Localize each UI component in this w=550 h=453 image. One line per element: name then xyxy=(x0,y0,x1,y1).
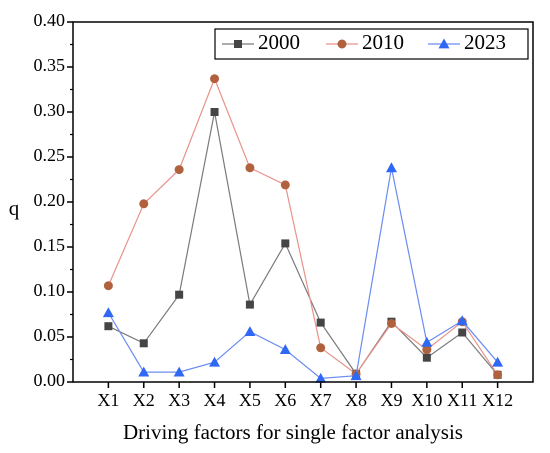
series-2023 xyxy=(102,162,504,383)
data-point-2000 xyxy=(104,322,113,331)
data-point-2000 xyxy=(210,108,219,116)
data-point-2023 xyxy=(244,326,256,336)
legend: 2000 2010 2023 xyxy=(214,28,529,60)
data-point-2000 xyxy=(316,318,325,327)
y-tick-label: 0.35 xyxy=(34,55,66,75)
y-tick-label: 0.10 xyxy=(34,280,66,300)
legend-marker-2010 xyxy=(337,39,347,49)
data-point-2000 xyxy=(245,300,254,309)
y-axis: 0.00 0.05 0.10 0.15 0.20 0.25 0.30 0.35 0.40 xyxy=(34,10,73,390)
data-point-2023 xyxy=(421,336,433,347)
x-tick-label: X8 xyxy=(345,390,367,410)
x-tick-label: X9 xyxy=(380,390,402,410)
data-point-2000 xyxy=(175,290,184,299)
data-point-2010 xyxy=(210,74,220,84)
y-tick-label: 0.20 xyxy=(34,190,66,210)
x-tick-label: X11 xyxy=(447,390,477,410)
data-point-2023 xyxy=(492,356,504,367)
x-tick-label: X1 xyxy=(97,390,119,410)
y-tick-label: 0.30 xyxy=(34,100,66,120)
data-point-2010 xyxy=(103,281,113,291)
data-point-2000 xyxy=(458,328,467,337)
data-point-2000 xyxy=(281,239,290,248)
data-point-2010 xyxy=(493,370,503,380)
data-point-2010 xyxy=(316,343,326,353)
data-point-2010 xyxy=(245,163,255,173)
x-tick-label: X5 xyxy=(239,390,261,410)
legend-box xyxy=(214,28,529,60)
y-tick-label: 0.40 xyxy=(34,10,66,30)
series-lines xyxy=(102,74,504,383)
data-point-2023 xyxy=(279,344,291,354)
plot-frame xyxy=(72,21,534,383)
legend-marker-2023 xyxy=(438,38,450,49)
legend-label-2010: 2010 xyxy=(362,30,404,54)
x-tick-label: X2 xyxy=(133,390,155,410)
data-point-2023 xyxy=(315,372,327,383)
x-tick-label: X7 xyxy=(310,390,332,410)
legend-label-2023: 2023 xyxy=(464,30,506,54)
data-point-2023 xyxy=(209,356,221,367)
y-tick-label: 0.15 xyxy=(34,235,66,255)
data-point-2010 xyxy=(280,180,290,190)
data-point-2023 xyxy=(102,307,114,318)
data-point-2023 xyxy=(456,315,468,326)
data-point-2010 xyxy=(422,345,432,355)
x-tick-label: X4 xyxy=(204,390,226,410)
data-point-2023 xyxy=(138,366,150,377)
y-axis-label: q xyxy=(9,196,20,220)
data-point-2000 xyxy=(139,339,148,348)
x-axis-label: Driving factors for single factor analys… xyxy=(123,420,463,444)
data-point-2010 xyxy=(174,165,184,175)
data-point-2023 xyxy=(173,366,185,377)
data-point-2023 xyxy=(350,370,362,381)
x-tick-label: X6 xyxy=(274,390,296,410)
x-tick-label: X3 xyxy=(168,390,190,410)
series-line-2000 xyxy=(108,111,499,376)
y-tick-label: 0.25 xyxy=(34,145,66,165)
x-tick-label: X12 xyxy=(482,390,513,410)
legend-marker-2000 xyxy=(234,40,242,48)
data-point-2023 xyxy=(385,162,397,173)
data-point-2010 xyxy=(139,199,149,209)
x-axis: X1 X2 X3 X4 X5 X6 X7 X8 X9 X10 X11 X12 xyxy=(97,382,513,410)
data-point-2000 xyxy=(422,353,431,362)
series-line-2023 xyxy=(107,167,499,380)
series-line-2010 xyxy=(107,77,499,376)
y-tick-label: 0.00 xyxy=(34,370,66,390)
x-tick-label: X10 xyxy=(411,390,442,410)
legend-label-2000: 2000 xyxy=(258,30,300,54)
data-point-2010 xyxy=(386,319,396,328)
y-tick-label: 0.05 xyxy=(34,325,66,345)
